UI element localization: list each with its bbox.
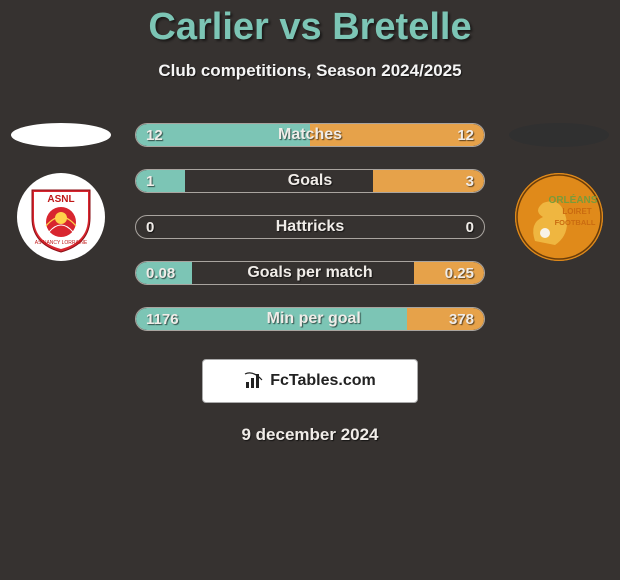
- stat-value-left: 0.08: [136, 265, 175, 282]
- stat-value-right: 3: [466, 173, 484, 190]
- stat-value-right: 12: [457, 127, 484, 144]
- left-ellipse-shape: [11, 123, 111, 147]
- page-title: Carlier vs Bretelle: [0, 0, 620, 49]
- stat-row: 1176Min per goal378: [135, 307, 485, 331]
- right-ellipse-shape: [509, 123, 609, 147]
- team-right-column: ORLÉANS LOIRET FOOTBALL: [504, 123, 614, 261]
- stat-bars: 12Matches12 1Goals3 0Hattricks0 0.08Goals p…: [135, 123, 485, 331]
- stat-value-left: 12: [136, 127, 163, 144]
- bar-chart-icon: [244, 372, 264, 390]
- comparison-panel: ASNL AS NANCY LORRAINE ORLÉANS LOIRET FO…: [0, 123, 620, 445]
- asnl-crest-icon: ASNL AS NANCY LORRAINE: [22, 178, 100, 256]
- footer-date: 9 december 2024: [0, 425, 620, 445]
- stat-label: Goals: [154, 172, 465, 190]
- stat-label: Min per goal: [179, 310, 449, 328]
- branding-text: FcTables.com: [270, 372, 376, 390]
- stat-label: Matches: [163, 126, 458, 144]
- stat-row: 1Goals3: [135, 169, 485, 193]
- stat-label: Hattricks: [154, 218, 465, 236]
- stat-value-left: 0: [136, 219, 154, 236]
- team-left-crest: ASNL AS NANCY LORRAINE: [17, 173, 105, 261]
- orleans-crest-icon: ORLÉANS LOIRET FOOTBALL: [515, 173, 603, 261]
- svg-text:ASNL: ASNL: [47, 194, 74, 205]
- subtitle: Club competitions, Season 2024/2025: [0, 61, 620, 81]
- stat-label: Goals per match: [175, 264, 445, 282]
- stat-value-left: 1176: [136, 311, 179, 328]
- stat-row: 12Matches12: [135, 123, 485, 147]
- svg-text:LOIRET: LOIRET: [562, 207, 591, 216]
- svg-text:FOOTBALL: FOOTBALL: [555, 218, 596, 227]
- stat-value-left: 1: [136, 173, 154, 190]
- stat-value-right: 0.25: [445, 265, 484, 282]
- stat-value-right: 378: [449, 311, 484, 328]
- svg-text:ORLÉANS: ORLÉANS: [549, 193, 598, 206]
- stat-row: 0Hattricks0: [135, 215, 485, 239]
- team-right-crest: ORLÉANS LOIRET FOOTBALL: [515, 173, 603, 261]
- fctables-branding[interactable]: FcTables.com: [202, 359, 418, 403]
- stat-row: 0.08Goals per match0.25: [135, 261, 485, 285]
- team-left-column: ASNL AS NANCY LORRAINE: [6, 123, 116, 261]
- stat-value-right: 0: [466, 219, 484, 236]
- svg-text:AS NANCY LORRAINE: AS NANCY LORRAINE: [35, 240, 88, 246]
